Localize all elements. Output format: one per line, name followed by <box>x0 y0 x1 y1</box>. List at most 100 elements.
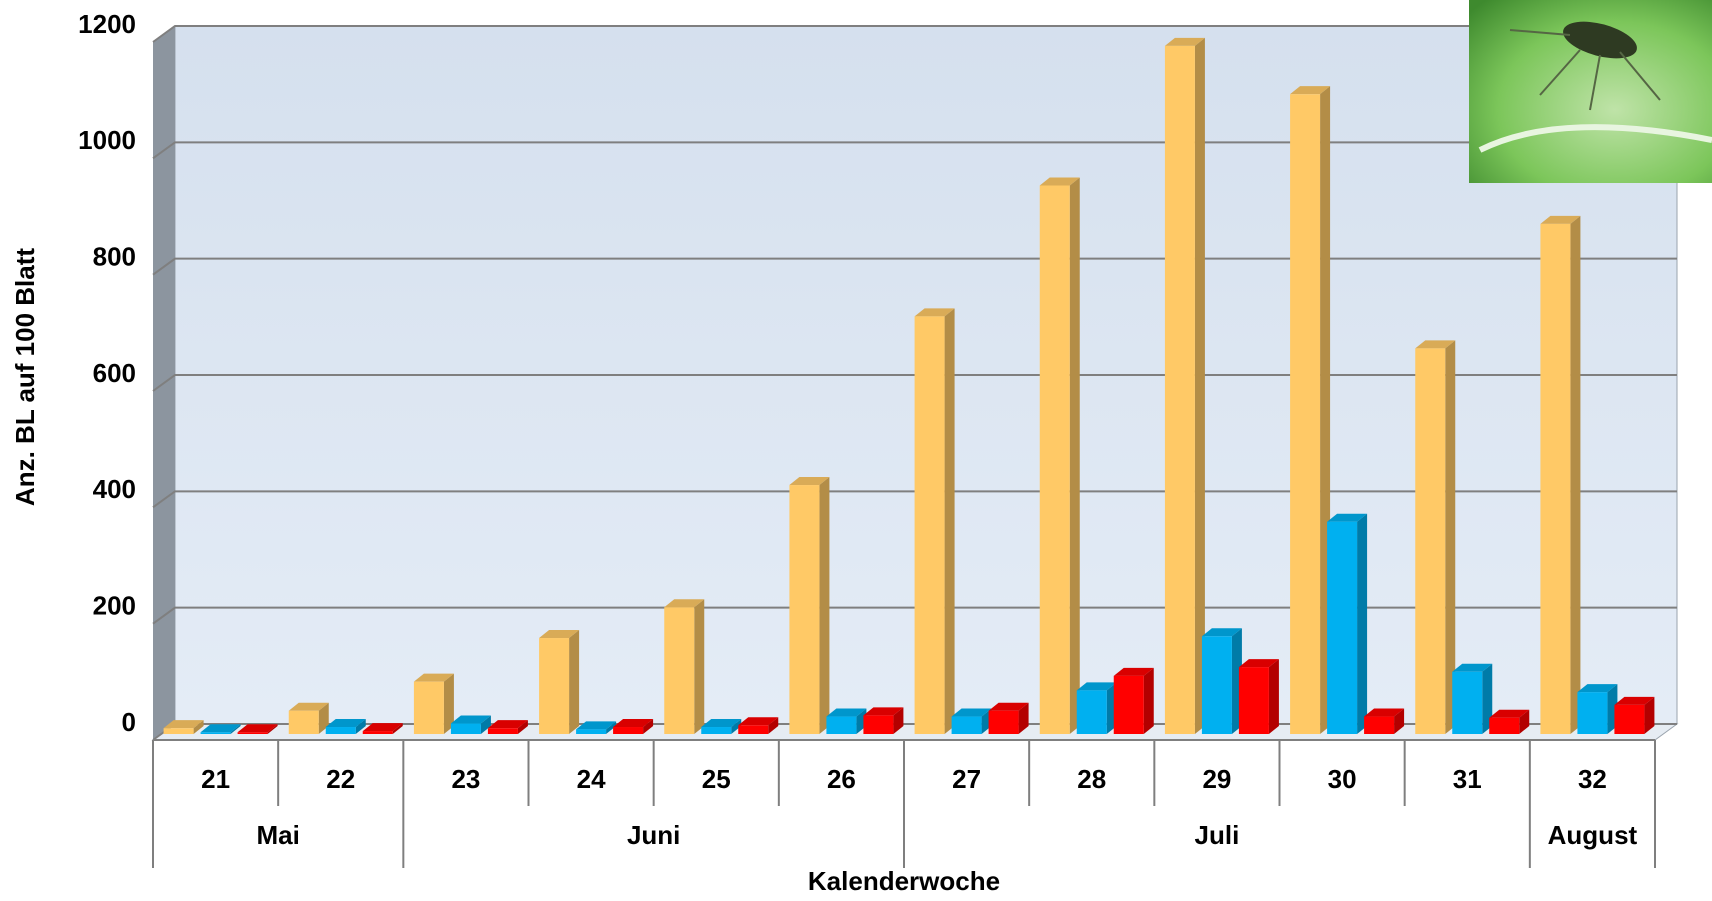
bar-side <box>1394 708 1405 734</box>
bar-top <box>701 719 742 728</box>
bar-front <box>237 732 268 734</box>
x-tick-label: 30 <box>1328 764 1357 794</box>
bar <box>1201 628 1242 734</box>
bar-front <box>1577 692 1608 734</box>
bar-side <box>1018 702 1029 734</box>
bar-top <box>413 673 454 682</box>
y-axis-label: Anz. BL auf 100 Blatt <box>10 248 40 506</box>
bar-front <box>325 727 356 734</box>
bar <box>1489 709 1530 734</box>
bar <box>237 724 278 734</box>
bar-side <box>355 719 366 734</box>
bar-front <box>487 728 518 734</box>
bar <box>664 599 705 734</box>
group-label: Juni <box>627 820 680 850</box>
bar-side <box>606 721 617 734</box>
y-tick-label: 400 <box>93 474 136 504</box>
bar-top <box>487 720 528 729</box>
group-label: Mai <box>256 820 299 850</box>
bar-front <box>200 732 231 734</box>
bar-top <box>1614 696 1655 705</box>
bar-side <box>569 630 580 734</box>
bar <box>413 673 454 734</box>
bar-front <box>789 485 820 734</box>
bar-front <box>1614 704 1645 734</box>
bar-side <box>318 702 329 734</box>
bar-top <box>1113 667 1154 676</box>
bar <box>1327 513 1368 734</box>
x-tick-label: 21 <box>201 764 230 794</box>
bar-top <box>200 724 241 733</box>
bar <box>863 707 904 734</box>
bar <box>1076 682 1117 734</box>
bar <box>288 702 329 734</box>
bar-side <box>643 719 654 734</box>
bar-top <box>664 599 705 608</box>
bar-top <box>1364 708 1405 717</box>
bar <box>1364 708 1405 734</box>
bar-side <box>443 673 454 734</box>
bar-side <box>1644 696 1655 734</box>
bar-top <box>1489 709 1530 718</box>
y-tick-label: 0 <box>122 707 136 737</box>
bar-top <box>863 707 904 716</box>
bar-side <box>768 717 779 734</box>
bar-top <box>1238 659 1279 668</box>
bar-top <box>325 719 366 728</box>
bar <box>789 477 830 734</box>
bar-top <box>1415 340 1456 349</box>
bar-top <box>1327 513 1368 522</box>
bar <box>826 708 867 734</box>
bar <box>951 708 992 734</box>
bar-front <box>576 729 607 734</box>
bar-top <box>163 720 204 729</box>
bar <box>613 719 654 734</box>
bar-top <box>1076 682 1117 691</box>
group-label: August <box>1548 820 1638 850</box>
bar <box>914 308 955 734</box>
bar-top <box>988 702 1029 711</box>
bar-front <box>664 607 695 734</box>
y-tick-label: 600 <box>93 358 136 388</box>
bar-front <box>1238 667 1269 734</box>
bar-front <box>163 728 194 734</box>
bar-side <box>1570 215 1581 735</box>
x-tick-label: 26 <box>827 764 856 794</box>
bar-front <box>988 710 1019 734</box>
x-axis-label: Kalenderwoche <box>808 866 1000 896</box>
bar <box>1238 659 1279 734</box>
y-tick-label: 800 <box>93 242 136 272</box>
bar <box>539 630 580 734</box>
bar-top <box>1540 215 1581 224</box>
bar-front <box>863 715 894 734</box>
bar-front <box>826 716 857 734</box>
bar <box>450 715 491 734</box>
bar <box>1164 37 1205 735</box>
bar <box>362 723 403 734</box>
bar-side <box>694 599 705 734</box>
bar-side <box>944 308 955 734</box>
bar <box>1614 696 1655 734</box>
bar-top <box>362 723 403 732</box>
bar-top <box>288 702 329 711</box>
bar-top <box>1164 37 1205 46</box>
bar <box>988 702 1029 734</box>
bar-side <box>1268 659 1279 734</box>
bar-front <box>914 316 945 734</box>
bar-top <box>826 708 867 717</box>
bar-top <box>237 724 278 733</box>
photo-insect-legs <box>1509 29 1661 111</box>
bar-side <box>392 723 403 734</box>
bar <box>576 721 617 734</box>
bar-front <box>362 731 393 734</box>
bar-front <box>1164 45 1195 735</box>
bar-top <box>1452 663 1493 672</box>
bar-front <box>738 725 769 734</box>
y-tick-label: 1200 <box>78 9 136 39</box>
bar-side <box>1519 709 1530 734</box>
bar <box>1113 667 1154 734</box>
bar-front <box>288 710 319 734</box>
bar-front <box>413 681 444 734</box>
bar-side <box>1194 37 1205 735</box>
